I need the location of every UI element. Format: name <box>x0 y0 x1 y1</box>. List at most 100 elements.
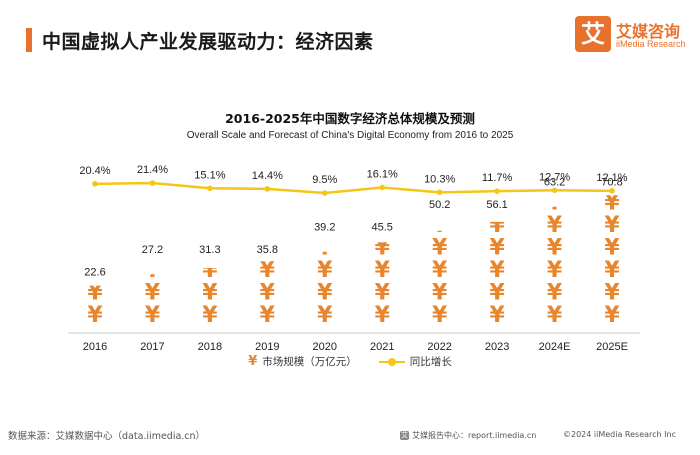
bar-symbol: ¥ <box>547 281 563 306</box>
bar-symbol: ¥ <box>489 258 505 283</box>
growth-point <box>379 184 386 191</box>
growth-value-label: 10.3% <box>424 173 455 185</box>
bar-symbol: ¥ <box>432 281 448 306</box>
growth-value-label: 21.4% <box>137 164 168 176</box>
bar-symbol: ¥ <box>489 236 505 261</box>
x-tick-label: 2017 <box>140 341 164 353</box>
logo-name-cn: 艾媒咨询 <box>616 22 681 41</box>
bar-symbol: ¥ <box>604 281 620 306</box>
bar-symbol-partial: ¥ <box>145 258 161 283</box>
growth-value-label: 12.1% <box>596 172 627 184</box>
chart-title: 2016-2025年中国数字经济总体规模及预测 <box>225 111 475 126</box>
bar-value-label: 63.2 <box>544 177 565 189</box>
bar-value-label: 31.3 <box>199 244 220 256</box>
bar-symbol: ¥ <box>202 281 218 306</box>
x-tick-label: 2016 <box>83 341 107 353</box>
page-header: 中国虚拟人产业发展驱动力：经济因素 <box>0 0 700 80</box>
x-tick-label: 2021 <box>370 341 394 353</box>
bar-symbol-partial: ¥ <box>260 258 276 283</box>
legend-item-market-size[interactable]: ¥ 市场规模（万亿元） <box>248 354 357 369</box>
bar-symbol: ¥ <box>260 303 276 328</box>
growth-point <box>609 188 615 194</box>
bar-symbol-partial: ¥ <box>432 213 448 238</box>
bar-symbol: ¥ <box>547 213 563 238</box>
bar-symbol: ¥ <box>202 303 218 328</box>
growth-point <box>92 181 98 187</box>
chart-subtitle: Overall Scale and Forecast of China's Di… <box>186 130 514 141</box>
growth-value-label: 16.1% <box>367 168 398 180</box>
report-center: 艾 艾媒报告中心：report.iimedia.cn <box>400 430 536 441</box>
bar-symbol: ¥ <box>317 303 333 328</box>
bar-symbol: ¥ <box>145 303 161 328</box>
bar-symbol-partial: ¥ <box>87 281 103 306</box>
page-title: 中国虚拟人产业发展驱动力：经济因素 <box>42 31 374 53</box>
growth-point <box>436 189 443 196</box>
bar-symbol: ¥ <box>375 281 391 306</box>
bar-symbol-partial: ¥ <box>489 213 505 238</box>
title-accent-bar <box>26 28 32 52</box>
bar-symbol: ¥ <box>604 258 620 283</box>
bar-value-label: 39.2 <box>314 222 335 234</box>
bar-symbol-partial: ¥ <box>547 191 563 216</box>
chart-legend: ¥ 市场规模（万亿元） 同比增长 <box>0 354 700 369</box>
growth-point <box>321 190 328 196</box>
bar-value-label: 50.2 <box>429 199 450 211</box>
bar-symbol: ¥ <box>375 303 391 328</box>
bar-symbol: ¥ <box>375 258 391 283</box>
logo-mark-icon: 艾 <box>575 16 611 52</box>
bar-symbol: ¥ <box>87 303 103 328</box>
bar-symbol: ¥ <box>432 236 448 261</box>
bar-symbol: ¥ <box>604 236 620 261</box>
bar-symbol: ¥ <box>260 281 276 306</box>
yuan-symbol-icon: ¥ <box>248 354 258 369</box>
growth-point <box>264 186 271 192</box>
growth-value-label: 14.4% <box>252 170 283 182</box>
growth-line <box>94 181 613 195</box>
bar-symbol: ¥ <box>547 258 563 283</box>
x-tick-label: 2024E <box>539 341 571 353</box>
brand-logo: 艾 艾媒咨询 iiMedia Research <box>575 16 695 58</box>
legend-label-market-size: 市场规模（万亿元） <box>262 356 357 368</box>
bar-symbol: ¥ <box>145 281 161 306</box>
legend-item-growth[interactable]: 同比增长 <box>378 354 452 369</box>
data-source: 数据来源：艾媒数据中心（data.iimedia.cn） <box>8 431 206 442</box>
growth-point <box>149 180 156 186</box>
bar-symbol-partial: ¥ <box>317 236 333 261</box>
x-tick-label: 2018 <box>198 341 222 353</box>
bar-symbol: ¥ <box>432 258 448 283</box>
bar-symbol: ¥ <box>547 236 563 261</box>
bar-symbol: ¥ <box>547 303 563 328</box>
growth-value-label: 9.5% <box>312 174 337 186</box>
bar-value-label: 35.8 <box>257 244 278 256</box>
bar-value-label: 27.2 <box>142 244 163 256</box>
growth-point <box>494 188 500 194</box>
bar-symbol-partial: ¥ <box>604 191 620 216</box>
copyright: ©2024 iiMedia Research Inc <box>563 430 676 439</box>
bar-symbol: ¥ <box>604 213 620 238</box>
logo-name-en: iiMedia Research <box>616 39 686 49</box>
growth-value-label: 20.4% <box>79 165 110 177</box>
bar-value-label: 70.8 <box>601 177 622 189</box>
growth-value-label: 15.1% <box>194 169 225 181</box>
x-tick-label: 2022 <box>427 341 451 353</box>
mini-logo-icon: 艾 <box>400 431 409 440</box>
bar-symbol: ¥ <box>432 303 448 328</box>
bar-symbol: ¥ <box>317 258 333 283</box>
bar-value-label: 56.1 <box>486 199 507 211</box>
bar-symbol: ¥ <box>317 281 333 306</box>
x-tick-label: 2023 <box>485 341 509 353</box>
bar-symbol-partial: ¥ <box>375 236 391 261</box>
bar-value-label: 45.5 <box>372 222 393 234</box>
line-marker-icon <box>378 357 405 367</box>
growth-value-label: 12.7% <box>539 171 570 183</box>
report-center-label: 艾媒报告中心：report.iimedia.cn <box>412 431 537 440</box>
bar-symbol-partial: ¥ <box>202 258 218 283</box>
legend-label-growth: 同比增长 <box>409 356 452 368</box>
x-tick-label: 2025E <box>596 341 628 353</box>
growth-value-label: 11.7% <box>482 172 513 184</box>
bar-symbol: ¥ <box>489 281 505 306</box>
growth-point <box>207 185 213 192</box>
bar-value-label: 22.6 <box>84 267 105 279</box>
bar-symbol: ¥ <box>489 303 505 328</box>
